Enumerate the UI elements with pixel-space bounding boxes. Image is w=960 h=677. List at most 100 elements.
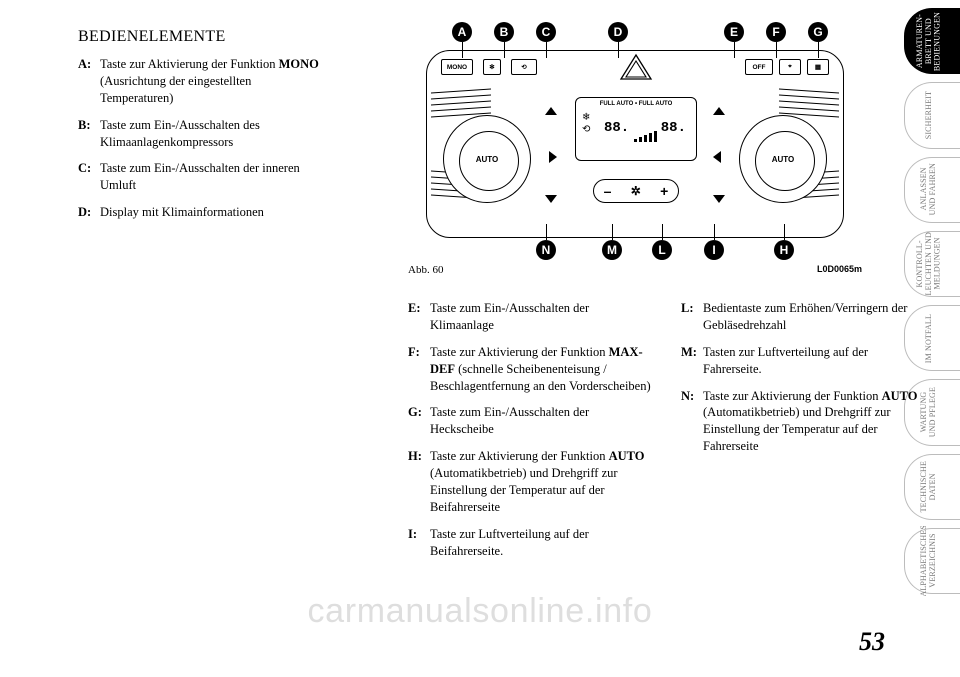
control-item-text: Taste zum Ein-/Ausschalten des Klimaanla…	[100, 117, 323, 151]
front-defrost-button[interactable]: ⌖	[779, 59, 801, 75]
climate-figure: MONO ✻ ⟲ ▦ ⌖ OFF	[408, 28, 862, 276]
side-tab-label: IM NOTFALL	[925, 314, 934, 363]
climate-panel: MONO ✻ ⟲ ▦ ⌖ OFF	[426, 50, 844, 238]
control-item-text: Taste zur Aktivierung der Funktion AUTO …	[430, 448, 655, 516]
callout-L: L	[652, 240, 672, 260]
control-item: B:Taste zum Ein-/Ausschalten des Klimaan…	[78, 117, 323, 151]
recirc-button[interactable]: ⟲	[511, 59, 537, 75]
side-tab-label: SICHERHEIT	[925, 91, 934, 139]
control-item-key: N:	[681, 388, 703, 456]
control-item-text: Bedientaste zum Erhöhen/Verringern der G…	[703, 300, 928, 334]
side-tab-label: TECHNISCHE DATEN	[920, 461, 938, 512]
callout-G: G	[808, 22, 828, 42]
control-item: I:Taste zur Luftverteilung auf der Beifa…	[408, 526, 655, 560]
driver-dist-right[interactable]	[549, 151, 557, 163]
callout-C: C	[536, 22, 556, 42]
callout-E: E	[724, 22, 744, 42]
callout-H: H	[774, 240, 794, 260]
control-item: A:Taste zur Aktivierung der Funktion MON…	[78, 56, 323, 107]
driver-temp-knob[interactable]: AUTO	[443, 115, 531, 203]
control-item: M:Tasten zur Luftverteilung auf der Fahr…	[681, 344, 928, 378]
control-item-text: Tasten zur Luftverteilung auf der Fahrer…	[703, 344, 928, 378]
control-item: N:Taste zur Aktivierung der Funktion AUT…	[681, 388, 928, 456]
callout-lead	[546, 224, 547, 240]
controls-list-left: BEDIENELEMENTE A:Taste zur Aktivierung d…	[78, 28, 323, 231]
control-item-text: Taste zur Aktivierung der Funktion MONO …	[100, 56, 323, 107]
callout-lead	[618, 42, 619, 58]
snowflake-icon: ❄	[582, 112, 590, 123]
figure-number: Abb. 60	[408, 264, 443, 276]
side-tab-1[interactable]: SICHERHEIT	[898, 80, 960, 150]
control-item-text: Display mit Klimainformationen	[100, 204, 323, 221]
control-item: H:Taste zur Aktivierung der Funktion AUT…	[408, 448, 655, 516]
callout-A: A	[452, 22, 472, 42]
control-item: E:Taste zum Ein-/Ausschalten der Klimaan…	[408, 300, 655, 334]
control-item-key: A:	[78, 56, 100, 107]
control-item: G:Taste zum Ein-/Ausschalten der Hecksch…	[408, 404, 655, 438]
control-item-key: D:	[78, 204, 100, 221]
watermark: carmanualsonline.info	[0, 592, 960, 631]
callout-F: F	[766, 22, 786, 42]
side-tab-label: KONTROLL- LEUCHTEN UND MELDUNGEN	[916, 232, 942, 295]
control-item-text: Taste zur Aktivierung der Funktion MAX-D…	[430, 344, 655, 395]
recirc-icon: ⟲	[582, 124, 590, 135]
callout-lead	[714, 224, 715, 240]
callout-lead	[734, 42, 735, 58]
driver-dist-down[interactable]	[545, 195, 557, 203]
off-button[interactable]: OFF	[745, 59, 773, 75]
rear-defrost-button[interactable]: ▦	[807, 59, 829, 75]
control-item-text: Taste zur Luftverteilung auf der Beifahr…	[430, 526, 655, 560]
side-tab-2[interactable]: ANLASSEN UND FAHREN	[898, 155, 960, 225]
control-item-key: F:	[408, 344, 430, 395]
control-item-key: B:	[78, 117, 100, 151]
control-item-text: Taste zum Ein-/Ausschalten der inneren U…	[100, 160, 323, 194]
callout-B: B	[494, 22, 514, 42]
pass-dist-up[interactable]	[713, 107, 725, 115]
section-heading: BEDIENELEMENTE	[78, 28, 323, 46]
control-item: C:Taste zum Ein-/Ausschalten der inneren…	[78, 160, 323, 194]
control-item: F:Taste zur Aktivierung der Funktion MAX…	[408, 344, 655, 395]
callout-D: D	[608, 22, 628, 42]
callout-I: I	[704, 240, 724, 260]
callout-lead	[776, 42, 777, 58]
side-tab-label: WARTUNG UND PFLEGE	[920, 387, 938, 437]
side-tab-3[interactable]: KONTROLL- LEUCHTEN UND MELDUNGEN	[898, 229, 960, 299]
control-item-text: Taste zum Ein-/Ausschalten der Klimaanla…	[430, 300, 655, 334]
pass-dist-left[interactable]	[713, 151, 721, 163]
hazard-icon[interactable]	[619, 53, 653, 81]
side-tab-label: ANLASSEN UND FAHREN	[920, 163, 938, 215]
climate-figure-frame: MONO ✻ ⟲ ▦ ⌖ OFF	[408, 28, 862, 260]
control-item-key: C:	[78, 160, 100, 194]
side-tab-label: ARMATUREN- BRETT UND BEDIENUNGEN	[916, 12, 942, 71]
control-item-key: M:	[681, 344, 703, 378]
callout-lead	[818, 42, 819, 58]
page-content: BEDIENELEMENTE A:Taste zur Aktivierung d…	[78, 28, 868, 231]
fan-minus[interactable]: –	[604, 183, 612, 199]
callout-lead	[662, 224, 663, 240]
callout-lead	[546, 42, 547, 58]
callout-M: M	[602, 240, 622, 260]
side-tab-0[interactable]: ARMATUREN- BRETT UND BEDIENUNGEN	[898, 6, 960, 76]
driver-dist-up[interactable]	[545, 107, 557, 115]
mono-button[interactable]: MONO	[441, 59, 473, 75]
control-item-key: H:	[408, 448, 430, 516]
callout-lead	[612, 224, 613, 240]
fan-bars-icon	[634, 130, 668, 142]
control-item-key: G:	[408, 404, 430, 438]
control-item: D:Display mit Klimainformationen	[78, 204, 323, 221]
climate-display: FULL AUTO • FULL AUTO ❄ ⟲ 88. 88.	[575, 97, 697, 161]
side-tab-label: ALPHABETISCHES VERZEICHNIS	[920, 526, 938, 596]
callout-lead	[504, 42, 505, 58]
callout-lead	[462, 42, 463, 58]
fan-rocker[interactable]: – ✲ +	[593, 179, 679, 203]
fan-plus[interactable]: +	[660, 183, 668, 199]
passenger-temp-knob[interactable]: AUTO	[739, 115, 827, 203]
ac-snowflake-button[interactable]: ✻	[483, 59, 501, 75]
control-item-key: E:	[408, 300, 430, 334]
pass-dist-down[interactable]	[713, 195, 725, 203]
page-number: 53	[859, 627, 885, 657]
temp-left: 88.	[604, 120, 629, 136]
control-item: L:Bedientaste zum Erhöhen/Verringern der…	[681, 300, 928, 334]
callout-N: N	[536, 240, 556, 260]
control-item-text: Taste zur Aktivierung der Funktion AUTO …	[703, 388, 928, 456]
